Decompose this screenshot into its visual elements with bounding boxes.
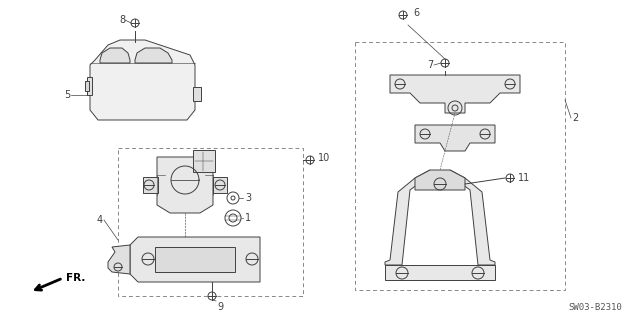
Bar <box>193 150 215 172</box>
Bar <box>155 247 235 272</box>
Bar <box>143 177 158 193</box>
Bar <box>87 77 92 95</box>
Polygon shape <box>415 125 495 151</box>
Polygon shape <box>385 265 495 280</box>
Bar <box>213 177 227 193</box>
Polygon shape <box>100 48 130 63</box>
Polygon shape <box>385 170 430 265</box>
Text: 7: 7 <box>427 60 433 70</box>
Polygon shape <box>130 237 260 282</box>
Text: 8: 8 <box>119 15 125 25</box>
Polygon shape <box>108 245 130 274</box>
Bar <box>85 81 89 91</box>
Bar <box>193 87 201 101</box>
Text: 3: 3 <box>245 193 251 203</box>
Polygon shape <box>390 75 520 113</box>
Bar <box>118 148 303 296</box>
Text: FR.: FR. <box>66 273 85 283</box>
Text: 2: 2 <box>572 113 579 123</box>
Polygon shape <box>157 157 213 213</box>
Polygon shape <box>90 40 195 120</box>
Polygon shape <box>450 170 495 265</box>
Text: 6: 6 <box>413 8 419 18</box>
Polygon shape <box>415 170 465 190</box>
Text: 1: 1 <box>245 213 251 223</box>
Text: 4: 4 <box>97 215 103 225</box>
Bar <box>355 42 565 290</box>
Text: 5: 5 <box>64 90 70 100</box>
Text: 9: 9 <box>217 302 223 312</box>
Text: 10: 10 <box>318 153 330 163</box>
Text: 11: 11 <box>518 173 531 183</box>
Text: SW03-B2310: SW03-B2310 <box>568 303 622 313</box>
Polygon shape <box>135 48 172 63</box>
